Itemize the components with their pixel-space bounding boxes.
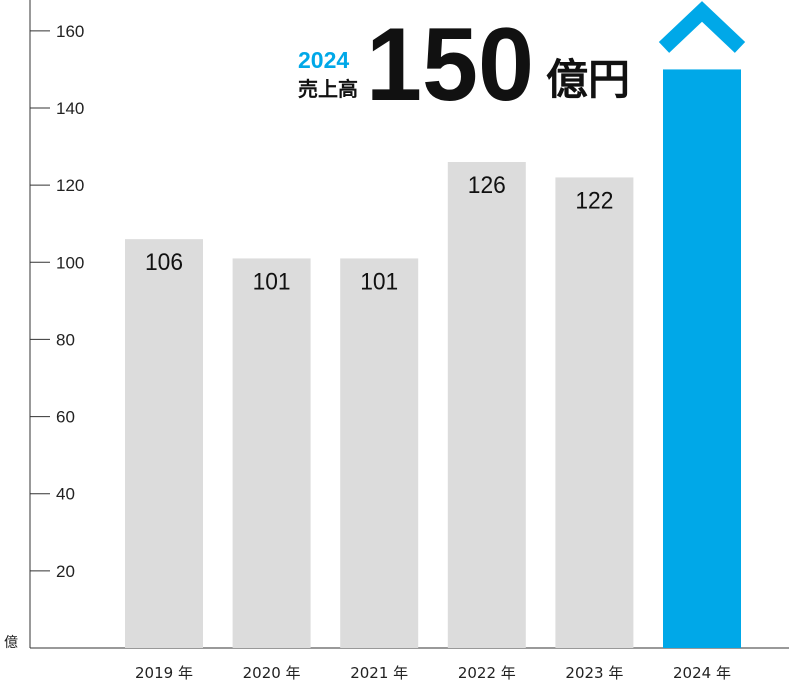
headline-unit: 億円 <box>546 55 630 104</box>
bar <box>555 177 634 648</box>
y-tick-label: 160 <box>56 22 84 41</box>
category-label: 2022 年 <box>458 664 516 680</box>
bar-value-label: 101 <box>360 268 398 295</box>
category-label: 2019 年 <box>135 664 193 680</box>
y-tick-label: 40 <box>56 485 75 504</box>
bar-value-label: 106 <box>145 249 183 276</box>
bar-highlight <box>663 69 741 648</box>
up-chevron-icon <box>658 1 746 53</box>
bar-value-label: 122 <box>575 187 613 214</box>
headline-year: 2024 <box>298 47 349 73</box>
bar-value-label: 126 <box>468 172 506 199</box>
y-tick-label: 20 <box>56 562 75 581</box>
headline-label: 売上高 <box>298 77 358 101</box>
bar <box>125 239 203 648</box>
category-label: 2024 年 <box>673 664 731 680</box>
y-tick-label: 80 <box>56 330 75 349</box>
y-tick-label: 140 <box>56 99 84 118</box>
bar <box>340 258 419 648</box>
y-axis-unit-label: 億 <box>4 635 18 651</box>
y-tick-label: 100 <box>56 253 84 272</box>
headline: 2024 売上高 150 億円 <box>298 7 630 123</box>
headline-value: 150 <box>366 7 534 123</box>
bar <box>447 162 526 648</box>
y-tick-label: 120 <box>56 176 84 195</box>
bar-value-label: 101 <box>253 268 291 295</box>
category-label: 2021 年 <box>350 664 408 680</box>
category-label: 2020 年 <box>243 664 301 680</box>
y-tick-label: 60 <box>56 408 75 427</box>
category-label: 2023 年 <box>565 664 623 680</box>
bar <box>232 258 311 648</box>
bars: 106 2019 年 101 2020 年 101 2021 年 126 2022 年 122 2… <box>125 1 746 680</box>
